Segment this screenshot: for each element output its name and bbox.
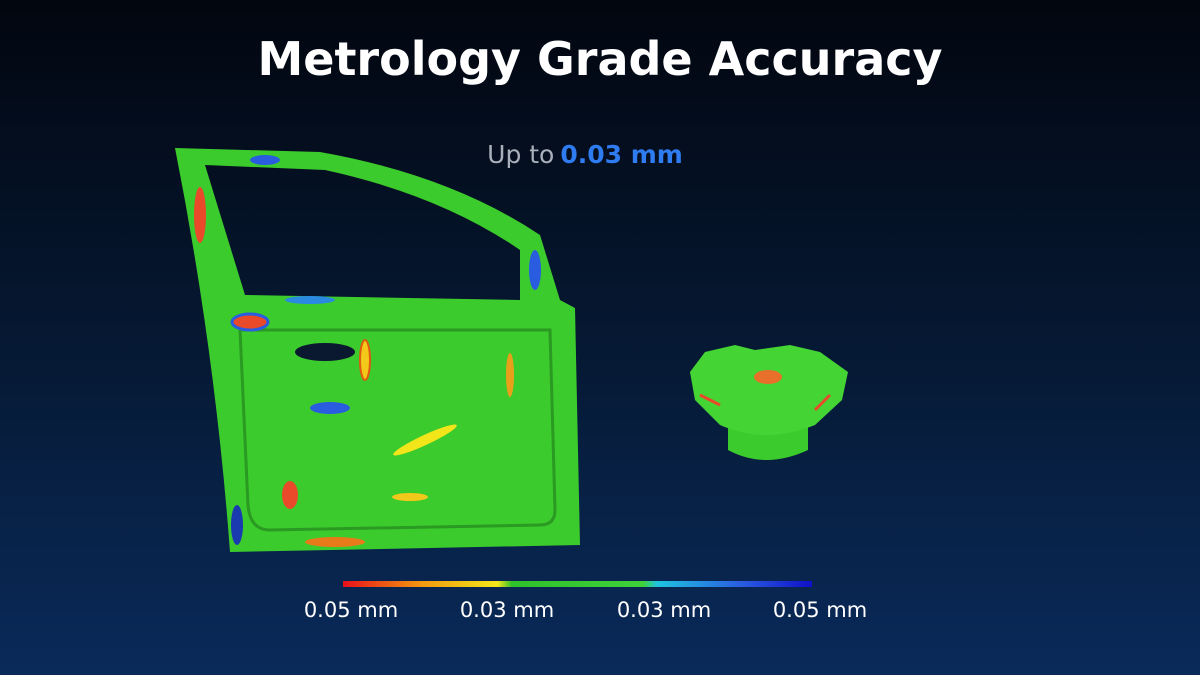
scale-label: 0.05 mm	[772, 598, 868, 622]
title: Metrology Grade Accuracy	[257, 32, 943, 86]
scale-label: 0.03 mm	[616, 598, 712, 622]
subtitle-highlight: 0.03 mm	[560, 140, 683, 169]
subtitle: Up to 0.03 mm	[385, 140, 785, 169]
scale-label: 0.03 mm	[459, 598, 555, 622]
part-scan	[690, 345, 848, 460]
door-scan	[175, 148, 580, 552]
color-scale	[343, 581, 812, 587]
subtitle-prefix: Up to	[487, 140, 555, 169]
scale-label: 0.05 mm	[303, 598, 399, 622]
